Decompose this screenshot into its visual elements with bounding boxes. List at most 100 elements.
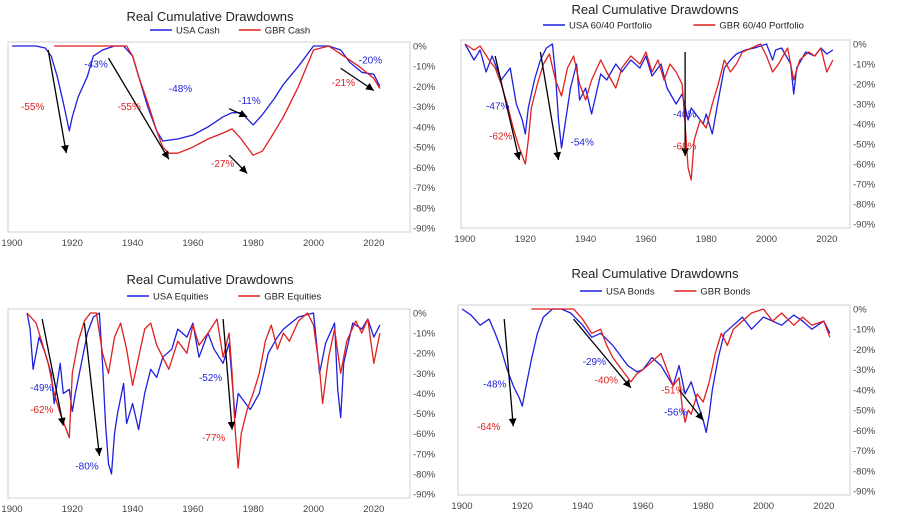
chart-equities: Real Cumulative Drawdowns USA Equities GBR… [1, 272, 436, 515]
y-tick-label: -50% [413, 409, 436, 420]
x-tick-label: 1960 [632, 501, 653, 512]
drawdown-label: -48% [483, 379, 506, 390]
y-tick-label: -40% [853, 120, 876, 131]
series-line-0 [26, 312, 381, 475]
y-tick-label: -70% [853, 180, 876, 191]
x-tick-label: 2000 [756, 234, 777, 245]
drawdown-label: -68% [673, 142, 696, 153]
y-tick-label: 0% [413, 42, 427, 53]
y-tick-label: -80% [413, 469, 436, 480]
y-tick-label: -50% [413, 143, 436, 154]
series-line-0 [12, 45, 381, 142]
drawdown-label: -55% [21, 102, 44, 113]
y-tick-label: -80% [853, 466, 876, 477]
plot-frame [7, 308, 411, 499]
y-tick-label: -80% [853, 200, 876, 211]
y-tick-label: 0% [413, 309, 427, 320]
drawdown-label: -48% [169, 84, 192, 95]
x-tick-label: 1920 [515, 234, 536, 245]
y-tick-label: -60% [853, 426, 876, 437]
y-tick-label: -40% [413, 389, 436, 400]
y-tick-label: -10% [413, 329, 436, 340]
x-tick-label: 2000 [303, 504, 324, 515]
drawdown-label: -51% [661, 385, 684, 396]
x-tick-label: 1920 [512, 501, 533, 512]
x-tick-label: 1980 [693, 501, 714, 512]
drawdown-arrow [228, 108, 248, 118]
legend-label-1: GBR Equities [264, 292, 321, 303]
y-tick-label: -70% [413, 449, 436, 460]
series-line-1 [464, 43, 834, 181]
y-tick-label: -30% [853, 365, 876, 376]
plot-frame [460, 39, 851, 229]
y-tick-label: -50% [853, 406, 876, 417]
drawdown-arrow [678, 389, 704, 421]
x-tick-label: 1900 [451, 501, 472, 512]
x-tick-label: 2020 [816, 234, 837, 245]
legend-label-0: USA Bonds [606, 287, 655, 298]
x-tick-label: 1900 [454, 234, 475, 245]
drawdown-label: -56% [664, 408, 687, 419]
y-tick-label: -90% [853, 220, 876, 231]
y-tick-label: -10% [413, 62, 436, 73]
drawdown-label: -40% [595, 375, 618, 386]
x-tick-label: 1940 [572, 501, 593, 512]
drawdown-arrow [340, 67, 375, 92]
plot-frame [457, 304, 851, 496]
drawdown-arrow [494, 55, 522, 161]
y-tick-label: -30% [853, 100, 876, 111]
drawdown-arrow [41, 318, 66, 426]
drawdown-label: -80% [75, 461, 98, 472]
series-line-0 [461, 308, 831, 434]
y-tick-label: -20% [413, 82, 436, 93]
chart-title: Real Cumulative Drawdowns [572, 2, 739, 17]
x-tick-label: 2020 [813, 501, 834, 512]
chart-60-40: Real Cumulative Drawdowns USA 60/40 Portf… [454, 2, 876, 245]
y-tick-label: -90% [413, 224, 436, 235]
x-tick-label: 1940 [575, 234, 596, 245]
drawdown-arrow [83, 322, 103, 456]
series-line-1 [26, 312, 381, 469]
y-tick-label: -70% [413, 183, 436, 194]
legend-label-1: GBR 60/40 Portfolio [719, 21, 804, 32]
y-tick-label: -20% [853, 80, 876, 91]
drawdown-arrow [503, 319, 517, 427]
drawdown-arrow [539, 51, 562, 161]
legend-label-0: USA 60/40 Portfolio [569, 21, 652, 32]
y-tick-label: -90% [413, 490, 436, 501]
chart-title: Real Cumulative Drawdowns [127, 272, 294, 287]
x-tick-label: 1980 [696, 234, 717, 245]
drawdown-label: -40% [673, 110, 696, 121]
chart-panel-bonds: Real Cumulative Drawdowns USA Bonds GBR Bo… [450, 260, 900, 520]
y-tick-label: -20% [853, 345, 876, 356]
x-tick-label: 1920 [62, 238, 83, 249]
drawdown-arrow [107, 57, 170, 160]
x-tick-label: 1940 [122, 504, 143, 515]
drawdown-label: -27% [211, 159, 234, 170]
drawdown-label: -47% [486, 102, 509, 113]
drawdown-arrow [47, 49, 69, 154]
y-tick-label: -30% [413, 102, 436, 113]
chart-cash: Real Cumulative Drawdowns USA Cash GBR Cas… [1, 9, 436, 249]
drawdown-label: -49% [30, 383, 53, 394]
drawdown-label: -20% [359, 56, 382, 67]
y-tick-label: -50% [853, 140, 876, 151]
y-tick-label: -90% [853, 487, 876, 498]
x-tick-label: 1920 [62, 504, 83, 515]
drawdown-label: -52% [199, 373, 222, 384]
y-tick-label: -60% [413, 429, 436, 440]
y-tick-label: -30% [413, 369, 436, 380]
drawdown-label: -21% [332, 78, 355, 89]
chart-panel-60-40: Real Cumulative Drawdowns USA 60/40 Portf… [450, 0, 900, 260]
plot-frame [7, 41, 411, 233]
drawdown-arrow [228, 154, 248, 174]
legend-label-0: USA Equities [153, 292, 209, 303]
chart-panel-cash: Real Cumulative Drawdowns USA Cash GBR Cas… [0, 0, 450, 260]
y-tick-label: -70% [853, 446, 876, 457]
drawdown-label: -54% [571, 138, 594, 149]
y-tick-label: 0% [853, 305, 867, 316]
series-line-1 [54, 45, 381, 156]
x-tick-label: 1900 [1, 504, 22, 515]
x-tick-label: 1940 [122, 238, 143, 249]
legend-label-0: USA Cash [176, 26, 220, 37]
